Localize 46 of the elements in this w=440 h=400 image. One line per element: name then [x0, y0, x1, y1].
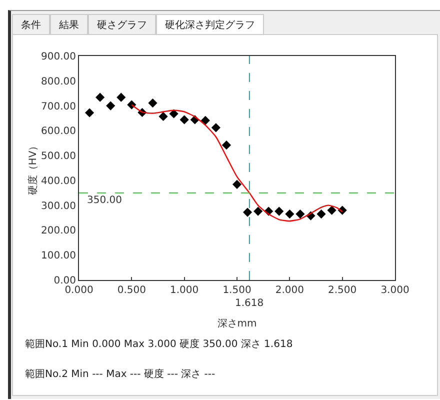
y-tick-label: 100.00 — [41, 250, 76, 262]
point — [200, 116, 210, 126]
point — [316, 209, 326, 219]
point — [242, 208, 252, 217]
x-tick-label: 0.500 — [117, 285, 146, 296]
point — [96, 92, 105, 102]
y-axis-title: 硬度（HV） — [27, 140, 39, 196]
x-tick-label: 1.000 — [170, 285, 199, 296]
text: 硬さグラフ — [88, 14, 156, 34]
point — [169, 109, 178, 118]
y-tick-label: 500.00 — [41, 151, 76, 162]
point — [116, 92, 126, 102]
point — [254, 206, 263, 216]
point — [211, 123, 220, 132]
point — [274, 206, 284, 216]
x-tick-label: 0.000 — [64, 285, 94, 296]
ref-line-label: 1.618 — [235, 298, 264, 309]
y-tick-label: 700.00 — [41, 101, 76, 112]
y-tick-label: 600.00 — [41, 126, 76, 138]
text: 結果 — [50, 14, 88, 34]
point — [158, 112, 168, 122]
point — [285, 209, 294, 219]
ref-line-label: 350.00 — [87, 195, 122, 206]
point — [222, 140, 232, 150]
text: 条件 — [12, 14, 50, 34]
point — [296, 209, 305, 219]
y-tick-label: 0.00 — [54, 276, 76, 286]
text: 範囲No.1 Min 0.000 Max 3.000 硬度 350.00 深さ 1.618 — [25, 338, 293, 351]
point — [148, 98, 158, 108]
point — [84, 108, 94, 118]
y-tick-label: 300.00 — [41, 200, 76, 212]
x-tick-label: 1.500 — [222, 285, 252, 296]
y-tick-label: 900.00 — [41, 52, 76, 62]
text: 範囲No.2 Min --- Max --- 硬度 --- 深さ --- — [25, 368, 216, 381]
text: 硬化深さ判定グラフ — [156, 14, 264, 34]
x-tick-label: 2.000 — [275, 285, 304, 296]
y-tick-label: 400.00 — [41, 176, 76, 187]
point — [327, 206, 336, 215]
y-tick-label: 200.00 — [41, 226, 76, 237]
point — [180, 115, 189, 124]
point — [232, 180, 242, 189]
x-tick-label: 3.000 — [380, 285, 410, 296]
point — [106, 101, 116, 110]
y-tick-label: 800.00 — [41, 76, 76, 88]
x-tick-label: 2.500 — [328, 285, 357, 296]
x-axis-title: 深さmm — [217, 318, 257, 330]
